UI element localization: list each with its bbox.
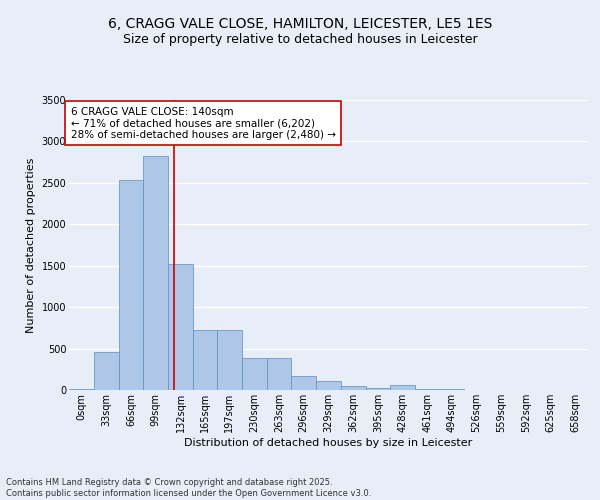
Text: 6, CRAGG VALE CLOSE, HAMILTON, LEICESTER, LE5 1ES: 6, CRAGG VALE CLOSE, HAMILTON, LEICESTER… <box>108 18 492 32</box>
Bar <box>415 389 440 390</box>
Bar <box>94 352 119 390</box>
Bar <box>69 389 94 390</box>
Bar <box>266 358 292 390</box>
Bar <box>119 180 143 390</box>
Text: Size of property relative to detached houses in Leicester: Size of property relative to detached ho… <box>122 32 478 46</box>
Bar <box>292 376 316 390</box>
Bar <box>440 389 464 390</box>
Bar <box>193 330 217 390</box>
Bar <box>316 381 341 390</box>
Bar <box>217 330 242 390</box>
Bar <box>391 385 415 390</box>
Bar <box>143 156 168 390</box>
X-axis label: Distribution of detached houses by size in Leicester: Distribution of detached houses by size … <box>184 438 473 448</box>
Bar <box>341 386 365 390</box>
Text: 6 CRAGG VALE CLOSE: 140sqm
← 71% of detached houses are smaller (6,202)
28% of s: 6 CRAGG VALE CLOSE: 140sqm ← 71% of deta… <box>71 106 335 140</box>
Y-axis label: Number of detached properties: Number of detached properties <box>26 158 36 332</box>
Bar <box>365 388 391 390</box>
Bar <box>168 264 193 390</box>
Text: Contains HM Land Registry data © Crown copyright and database right 2025.
Contai: Contains HM Land Registry data © Crown c… <box>6 478 371 498</box>
Bar <box>242 358 266 390</box>
